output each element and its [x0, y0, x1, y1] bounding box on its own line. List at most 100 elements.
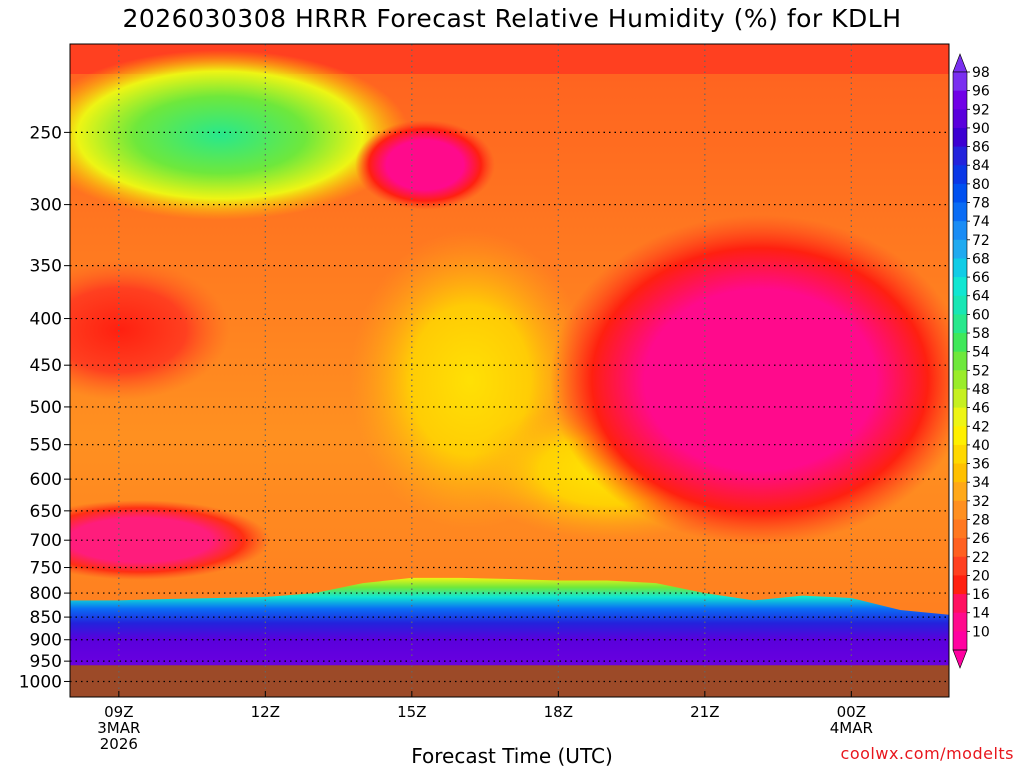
colorbar-label: 54: [972, 345, 990, 361]
colorbar-swatch: [953, 463, 967, 483]
colorbar-swatch: [953, 426, 967, 446]
y-tick-label: 750: [30, 559, 62, 579]
humidity-field: [70, 44, 949, 697]
colorbar-label: 64: [972, 289, 990, 305]
colorbar-label: 66: [972, 270, 990, 286]
grid: [70, 44, 949, 697]
chart-title: 2026030308 HRRR Forecast Relative Humidi…: [122, 4, 902, 33]
colorbar-swatch: [953, 314, 967, 334]
x-tick-label: 4MAR: [830, 719, 873, 737]
colorbar-swatch: [953, 90, 967, 110]
colorbar-label: 36: [972, 457, 990, 473]
colorbar-swatch: [953, 183, 967, 204]
colorbar-swatch: [953, 482, 967, 502]
dry-region-upper: [355, 120, 495, 210]
y-axis: 250 300 350 400 450 500 550 600 650 700 750 800 850 9…: [19, 123, 70, 692]
colorbar-swatch: [953, 277, 967, 297]
colorbar-label: 78: [972, 196, 990, 212]
colorbar-label: 84: [972, 158, 990, 174]
colorbar-swatch: [953, 519, 967, 539]
colorbar-label: 72: [972, 233, 990, 249]
colorbar-swatch: [953, 594, 967, 614]
colorbar-swatch: [953, 556, 967, 576]
colorbar-swatch: [953, 351, 967, 371]
x-tick-label: 2026: [100, 735, 138, 753]
colorbar-label: 68: [972, 251, 990, 267]
colorbar-swatch: [953, 221, 967, 241]
colorbar-label: 60: [972, 307, 990, 323]
colorbar-label: 92: [972, 102, 990, 118]
colorbar-frame: [952, 71, 968, 651]
colorbar-swatch: [953, 631, 967, 651]
colorbar-swatch: [953, 575, 967, 595]
colorbar-label: 46: [972, 401, 990, 417]
terrain-below-surface: [70, 665, 949, 697]
colorbar-swatch: [953, 258, 967, 278]
colorbar-swatch: [953, 295, 967, 315]
dry-region-right: [550, 215, 949, 545]
x-tick-label: 3MAR: [97, 719, 140, 737]
colorbar-label: 10: [972, 624, 990, 640]
colorbar-label: 32: [972, 494, 990, 510]
upper-moist-region: [70, 50, 410, 220]
y-tick-label: 700: [30, 531, 62, 551]
colorbar-label: 20: [972, 568, 990, 584]
colorbar-swatch: [953, 444, 967, 465]
colorbar-label: 40: [972, 438, 990, 454]
colorbar-label: 74: [972, 214, 990, 230]
x-tick-label: 18Z: [544, 703, 573, 721]
x-axis-label: Forecast Time (UTC): [411, 744, 613, 768]
colorbar-label: 86: [972, 140, 990, 156]
colorbar-label: 22: [972, 550, 990, 566]
x-tick-label: 09Z: [104, 703, 133, 721]
colorbar-swatch: [953, 146, 967, 166]
y-tick-label: 500: [30, 398, 62, 418]
y-tick-label: 850: [30, 608, 62, 628]
plot-frame: [69, 43, 950, 698]
colorbar-swatch: [953, 239, 967, 259]
colorbar-swatch: [953, 612, 967, 632]
colorbar-label: 16: [972, 587, 990, 603]
colorbar-label: 34: [972, 475, 990, 491]
y-tick-label: 950: [30, 652, 62, 672]
colorbar-swatch: [953, 500, 967, 520]
y-tick-label: 600: [30, 470, 62, 490]
colorbar-label: 52: [972, 363, 990, 379]
colorbar-swatch: [953, 72, 967, 92]
colorbar-label: 48: [972, 382, 990, 398]
colorbar-label: 98: [972, 65, 990, 81]
x-tick-label: 21Z: [690, 703, 719, 721]
colorbar-top-arrow: [952, 53, 968, 73]
colorbar-swatch: [953, 109, 967, 129]
colorbar-swatch: [953, 407, 967, 427]
colorbar-label: 14: [972, 606, 990, 622]
colorbar-swatch: [953, 333, 967, 353]
colorbar-label: 96: [972, 84, 990, 100]
y-tick-label: 300: [30, 196, 62, 216]
colorbar-label: 28: [972, 512, 990, 528]
dry-region-left: [70, 260, 230, 400]
colorbar-bottom-arrow: [952, 649, 968, 669]
y-tick-label: 650: [30, 502, 62, 522]
x-tick-label: 12Z: [251, 703, 280, 721]
colorbar-swatch: [953, 538, 967, 558]
y-tick-label: 550: [30, 436, 62, 456]
y-tick-label: 1000: [19, 672, 62, 692]
colorbar-label: 80: [972, 177, 990, 193]
y-tick-label: 350: [30, 257, 62, 277]
colorbar-swatch: [953, 127, 967, 148]
colorbar-label: 42: [972, 419, 990, 435]
y-tick-label: 900: [30, 631, 62, 651]
colorbar-label: 58: [972, 326, 990, 342]
x-tick-label: 15Z: [397, 703, 426, 721]
y-tick-label: 250: [30, 123, 62, 143]
y-tick-label: 400: [30, 310, 62, 330]
colorbar-label: 90: [972, 121, 990, 137]
colorbar-swatch: [953, 202, 967, 222]
credit-text: coolwx.com/modelts: [840, 744, 1014, 763]
colorbar: 98 96 92 90 86 84 80 78 74 72 68 66 64 60 58 54 52 48 46 42…: [952, 53, 990, 669]
y-tick-label: 450: [30, 356, 62, 376]
x-tick-label: 00Z: [837, 703, 866, 721]
